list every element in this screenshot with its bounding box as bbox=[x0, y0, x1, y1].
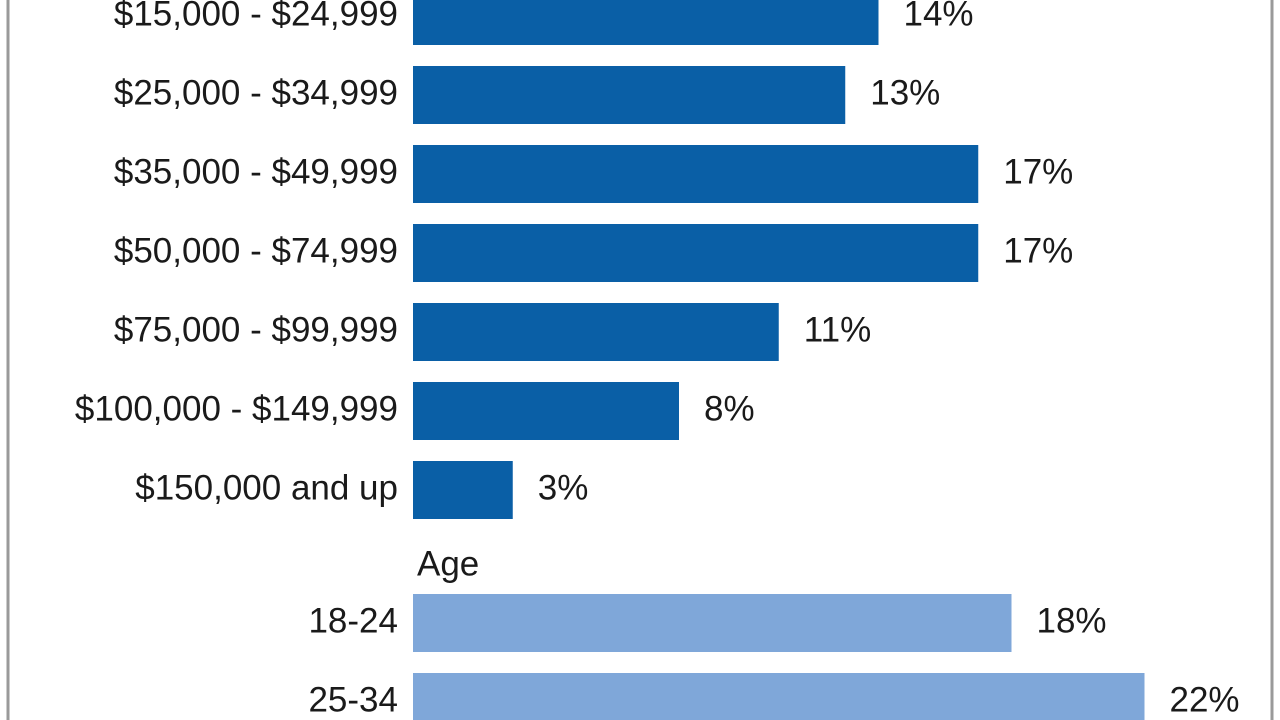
value-label: 3% bbox=[538, 468, 589, 507]
bar bbox=[413, 594, 1012, 652]
chart-title: Age bbox=[417, 544, 479, 583]
bar bbox=[413, 145, 979, 203]
category-label: 18-24 bbox=[308, 601, 398, 640]
value-label: 14% bbox=[904, 0, 974, 33]
bar bbox=[413, 224, 979, 282]
bar bbox=[413, 303, 779, 361]
category-label: $35,000 - $49,999 bbox=[114, 152, 398, 191]
category-label: $50,000 - $74,999 bbox=[114, 231, 398, 270]
category-label: $15,000 - $24,999 bbox=[114, 0, 398, 33]
value-label: 17% bbox=[1003, 152, 1073, 191]
category-label: $75,000 - $99,999 bbox=[114, 310, 398, 349]
category-label: $150,000 and up bbox=[135, 468, 398, 507]
bar bbox=[413, 382, 679, 440]
bar bbox=[413, 66, 846, 124]
category-label: $25,000 - $34,999 bbox=[114, 73, 398, 112]
value-label: 11% bbox=[804, 310, 871, 349]
bar bbox=[413, 0, 879, 45]
value-label: 22% bbox=[1170, 680, 1240, 719]
category-label: 25-34 bbox=[308, 680, 398, 719]
value-label: 17% bbox=[1003, 231, 1073, 270]
bar bbox=[413, 461, 513, 519]
value-label: 18% bbox=[1037, 601, 1107, 640]
value-label: 8% bbox=[704, 389, 755, 428]
category-label: $100,000 - $149,999 bbox=[75, 389, 398, 428]
bar bbox=[413, 673, 1145, 720]
value-label: 13% bbox=[870, 73, 940, 112]
